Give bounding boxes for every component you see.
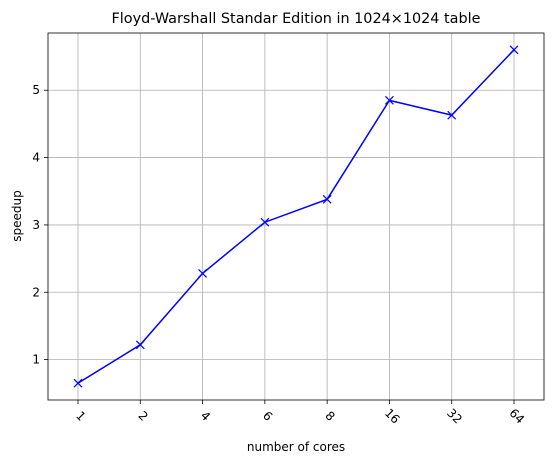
y-tick-label: 3 xyxy=(32,218,40,232)
y-tick-label: 4 xyxy=(32,151,40,165)
series-line xyxy=(77,49,515,384)
y-tick-label: 5 xyxy=(32,83,40,97)
data-point-marker xyxy=(385,95,394,105)
data-point-marker xyxy=(509,45,519,55)
data-point-marker xyxy=(260,217,270,227)
data-point-marker xyxy=(322,194,332,204)
data-point-marker xyxy=(447,110,457,120)
y-tick-label: 1 xyxy=(32,353,40,367)
data-point-marker xyxy=(135,340,145,350)
y-axis-label: speedup xyxy=(10,190,24,241)
series xyxy=(73,45,519,388)
chart-title: Floyd-Warshall Standar Edition in 1024×1… xyxy=(112,11,481,27)
y-tick-label: 2 xyxy=(32,285,40,299)
plot-frame xyxy=(47,32,545,401)
data-point-marker xyxy=(198,268,207,278)
grid xyxy=(48,33,544,400)
data-point-marker xyxy=(73,378,83,388)
x-axis-label: number of cores xyxy=(247,440,345,454)
